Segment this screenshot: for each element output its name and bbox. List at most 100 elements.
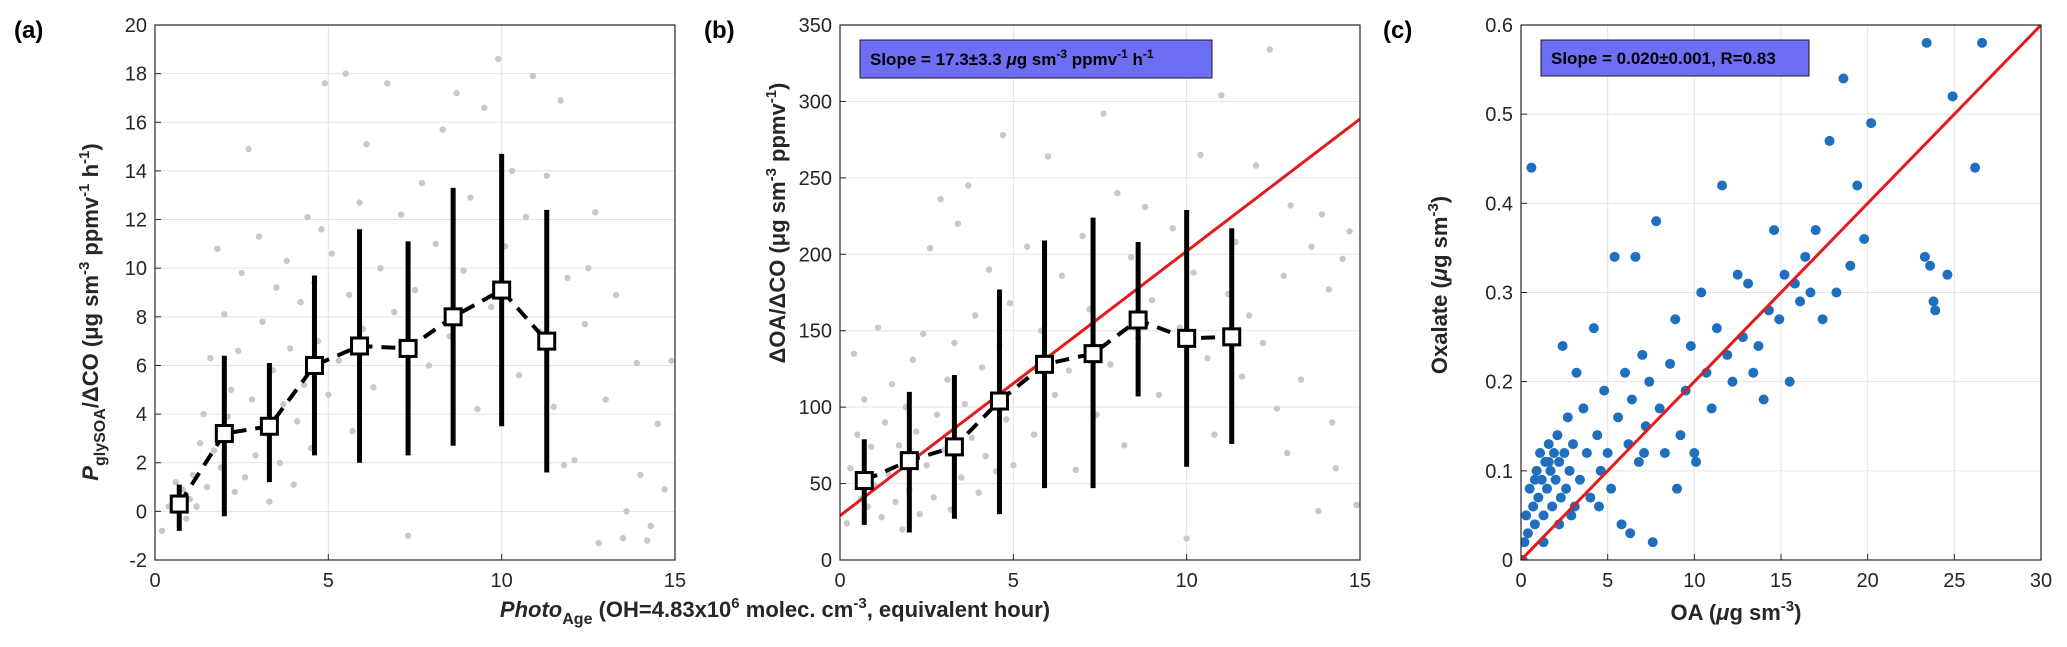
panel-a-point [238, 269, 245, 277]
panel-c-point [1800, 251, 1811, 262]
panel-b-slope-annotation: Slope = 17.3±3.3 μg sm-3 ppmv-1 h-1 [870, 47, 1154, 69]
panel-a-mean-marker [350, 336, 370, 356]
panel-b-point [843, 520, 851, 527]
panel-a-y-tick-label: -2 [129, 550, 147, 572]
panel-c-point [1930, 305, 1941, 316]
panel-c-point [1753, 341, 1764, 351]
panel-b-point [913, 428, 920, 435]
panel-c-point [1727, 376, 1738, 387]
panel-a-point [293, 418, 301, 425]
panel-a-point [488, 303, 495, 311]
panel-a-point [266, 498, 273, 505]
panel-c-point [1838, 73, 1849, 84]
panel-b-point [878, 514, 885, 521]
panel-a-point [522, 213, 530, 221]
panel-c-point [1555, 492, 1566, 503]
panel-b-point [978, 364, 986, 371]
panel-a-point [644, 537, 651, 544]
panel-b-point [1065, 367, 1073, 374]
panel-c-point [1581, 448, 1592, 458]
panel-a-point [196, 440, 204, 447]
panel-c-point [1919, 251, 1930, 262]
panel-c-point [1524, 483, 1535, 494]
panel-b-y-tick-label: 150 [799, 321, 832, 343]
panel-c-point [1732, 269, 1743, 280]
panel-c-point [1845, 260, 1856, 271]
panel-b-point [930, 494, 937, 501]
panel-c-point [1588, 323, 1599, 334]
panel-c-point [1606, 483, 1617, 494]
panel-a-point [210, 447, 218, 454]
panel-b-point [926, 244, 934, 252]
panel-a-point [283, 257, 290, 265]
panel-c-point [1554, 456, 1565, 467]
panel-b-point [1006, 300, 1014, 307]
panel-a-point [543, 172, 550, 179]
panel-a-x-tick-label: 15 [664, 570, 686, 592]
panel-c-x-tick-label: 0 [1515, 570, 1526, 592]
panel-b-mean-marker [944, 437, 964, 457]
panel-c-point [1529, 474, 1540, 485]
panel-c-point [1810, 225, 1821, 236]
panel-c-point [1696, 287, 1707, 298]
panel-a-point [245, 145, 252, 153]
panel-c-point [1659, 448, 1670, 458]
panel-b-point [881, 419, 889, 426]
panel-c-point [1592, 430, 1603, 441]
panel-b-point [1266, 46, 1274, 53]
panel-b-point [1100, 110, 1107, 117]
panel-b-point [874, 324, 882, 331]
panel-a-point [345, 291, 353, 299]
panel-a-point [637, 471, 644, 479]
panel-c-point [1672, 483, 1682, 494]
panel-a-mean-marker [537, 331, 557, 351]
panel-a-point [231, 488, 238, 496]
panel-c-y-tick-label: 0.5 [1485, 104, 1513, 126]
panel-a-point [439, 126, 446, 133]
panel-a-point [342, 70, 349, 77]
panel-b-y-axis-label: ΔOA/ΔCO (μg sm-3 ppmv-1) [763, 83, 790, 364]
panel-a-point [418, 179, 426, 187]
panel-b-mean-marker [989, 391, 1009, 411]
panel-b-y-tick-label: 50 [810, 474, 832, 496]
panel-b-point [1023, 243, 1031, 250]
panel-c-point [1743, 278, 1754, 289]
panel-a-mean-marker [398, 338, 418, 358]
panel-b-y-tick-label: 0 [821, 550, 832, 572]
panel-b-y-tick-label: 300 [799, 91, 832, 113]
panel-c-point [1685, 341, 1696, 351]
panel-a-point [619, 534, 627, 542]
panel-b-point [1280, 272, 1287, 279]
panel-b-point [961, 400, 968, 408]
panel-b-point [1155, 391, 1163, 399]
panel-a-point [241, 474, 249, 481]
panel-b-point [1079, 232, 1086, 240]
panel-b-point [1346, 228, 1353, 235]
panel-c-point [1528, 501, 1539, 512]
panel-b-point [1128, 254, 1135, 261]
panel-c-point [1784, 376, 1795, 387]
panel-c-point [1824, 135, 1835, 146]
panel-b-point [1003, 416, 1010, 423]
panel-c-point [1535, 448, 1546, 458]
panel-c-point [1795, 296, 1806, 307]
panel-a-point [356, 199, 363, 206]
panel-b-point [1259, 339, 1267, 347]
panel-c-y-tick-label: 0.4 [1485, 193, 1513, 215]
panel-c-point [1531, 465, 1542, 476]
panel-c-point [1779, 269, 1790, 280]
panel-c-slope-annotation: Slope = 0.020±0.001, R=0.83 [1551, 49, 1776, 68]
panel-b-point [916, 510, 923, 518]
panel-a-point [172, 478, 179, 486]
panel-c-point [1928, 296, 1939, 307]
panel-b-x-tick-label: 5 [1008, 570, 1019, 592]
panel-b-point [1211, 431, 1218, 438]
panel-b-point [1252, 162, 1260, 169]
panel-a-point [612, 291, 620, 299]
panel-b-point [854, 431, 861, 438]
panel-c-x-tick-label: 30 [2030, 570, 2052, 592]
panel-a-point [276, 459, 283, 466]
panel-b-y-tick-label: 100 [799, 397, 832, 419]
panel-c-point [1654, 403, 1665, 414]
